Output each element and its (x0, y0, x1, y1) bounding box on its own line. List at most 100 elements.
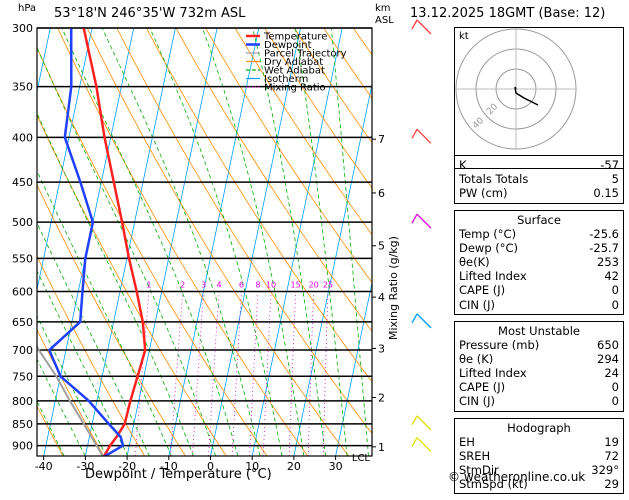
dry-adiabat-line (37, 46, 268, 456)
dry-adiabat-line (205, 28, 372, 284)
pressure-tick-label: 300 (12, 22, 33, 35)
pw-label: PW (cm) (459, 186, 508, 201)
mu-cin-label: CIN (J) (459, 394, 496, 409)
k-label: K (459, 158, 467, 172)
wind-barb-icon (416, 415, 432, 431)
km-tick-label: 5 (378, 240, 385, 253)
dewpoint-profile (48, 28, 125, 456)
eh-label: EH (459, 434, 475, 449)
wet-adiabat-line (61, 28, 239, 456)
surface-temp-value: -25.6 (589, 226, 619, 241)
wet-adiabat-line (330, 28, 369, 456)
hodograph-chart: kt 20 40 (454, 27, 624, 169)
km-tick-label: 6 (378, 187, 385, 200)
mu-li-label: Lifted Index (459, 366, 527, 381)
km-tick-label: 1 (378, 441, 385, 454)
wind-barb-icon (416, 128, 432, 144)
dry-adiabat-line (175, 28, 372, 333)
km-unit: km (375, 3, 391, 14)
surface-dewp-label: Dewp (°C) (459, 240, 519, 255)
surface-temp-label: Temp (°C) (459, 226, 517, 241)
mu-cin-value: 0 (611, 394, 619, 409)
hodograph-frame (454, 27, 624, 169)
mixing-ratio-label: 25 (323, 280, 333, 289)
dry-adiabat-line (86, 28, 349, 456)
mu-theta-value: 294 (597, 351, 619, 366)
surface-cin-value: 0 (611, 297, 619, 312)
pressure-tick-label: 700 (12, 344, 33, 357)
wind-barb-icon (416, 213, 432, 229)
mixing-ratio-label: 15 (291, 280, 301, 289)
pressure-tick-label: 600 (12, 285, 33, 298)
surface-li-label: Lifted Index (459, 269, 527, 284)
wind-barb-flag-icon (411, 213, 418, 224)
legend-label: Mixing Ratio (264, 83, 326, 94)
temperature-tick-label: -40 (35, 460, 53, 473)
dry-adiabat-line (264, 28, 372, 189)
mixing-ratio-line (262, 291, 272, 456)
lcl-label: LCL (352, 453, 371, 464)
tt-label: Totals Totals (459, 172, 529, 187)
pressure-tick-label: 750 (12, 370, 33, 383)
surface-title: Surface (517, 212, 561, 227)
dry-adiabat-line (37, 114, 227, 456)
mixing-ratio-label: 10 (266, 280, 276, 289)
wet-adiabat-line (149, 28, 283, 456)
temperature-profile (82, 28, 147, 456)
mu-pressure-label: Pressure (mb) (459, 337, 540, 352)
dry-adiabat-line (146, 28, 372, 383)
pressure-tick-label: 650 (12, 316, 33, 329)
pressure-tick-label: 900 (12, 440, 33, 453)
dry-adiabat-line (37, 183, 186, 456)
surface-dewp-value: -25.7 (589, 240, 619, 255)
mixing-ratio-label: 6 (239, 280, 244, 289)
basic-indices: K -57 Totals Totals 5 PW (cm) 0.15 (454, 155, 624, 204)
pressure-tick-label: 400 (12, 131, 33, 144)
surface-cape-label: CAPE (J) (459, 283, 506, 298)
pressure-unit: hPa (18, 3, 37, 14)
wind-barb-flag-icon (411, 415, 418, 426)
legend-label: Dewpoint (264, 40, 312, 51)
mixing-ratio-line (192, 291, 204, 456)
isotherm-line (85, 28, 176, 456)
surface-section: Surface Temp (°C) -25.6 Dewp (°C) -25.7 θe… (454, 209, 624, 315)
mixing-ratio-label: 1 (146, 280, 151, 289)
km-tick-label: 2 (378, 391, 385, 404)
stmdir-label: StmDir (459, 463, 499, 477)
dry-adiabat-line (234, 28, 372, 236)
eh-value: 19 (604, 434, 619, 449)
legend-label: Temperature (263, 32, 327, 43)
copyright-link[interactable]: © weatheronline.co.uk (448, 470, 586, 484)
mu-pressure-value: 650 (597, 337, 619, 352)
pw-value: 0.15 (593, 186, 619, 201)
wet-adiabat-line (37, 269, 129, 456)
legend-label: Isotherm (264, 74, 308, 85)
wet-adiabat-line (37, 46, 216, 456)
wind-barb-flag-icon (411, 313, 418, 324)
mixing-ratio-label: 3 (201, 280, 206, 289)
pressure-tick-label: 800 (12, 395, 33, 408)
surface-theta-label: θe(K) (459, 254, 490, 269)
wet-adiabat-line (37, 112, 194, 456)
isotherm-line (37, 28, 93, 292)
wet-adiabat-line (37, 400, 65, 456)
parcel-trajectory-profile (37, 344, 104, 456)
temperature-tick-label: 30 (329, 460, 343, 473)
legend-label: Wet Adiabat (264, 66, 325, 77)
surface-cape-value: 0 (611, 283, 619, 298)
km-tick-label: 3 (378, 342, 385, 355)
km-tick-label: 7 (378, 133, 385, 146)
mixing-ratio-axis-title: Mixing Ratio (g/kg) (387, 236, 400, 340)
sreh-value: 72 (604, 448, 619, 463)
wet-adiabat-line (37, 358, 86, 456)
wind-barb-flag-icon (411, 19, 418, 30)
pressure-tick-label: 850 (12, 418, 33, 431)
datetime-title: 13.12.2025 18GMT (Base: 12) (410, 6, 606, 21)
legend-label: Dry Adiabat (264, 57, 323, 68)
dry-adiabat-line (37, 255, 145, 456)
temperature-tick-label: -20 (118, 460, 136, 473)
dry-adiabat-line (57, 28, 309, 456)
isotherm-line (293, 82, 372, 456)
temperature-tick-label: 20 (287, 460, 301, 473)
dry-adiabat-line (293, 28, 372, 144)
